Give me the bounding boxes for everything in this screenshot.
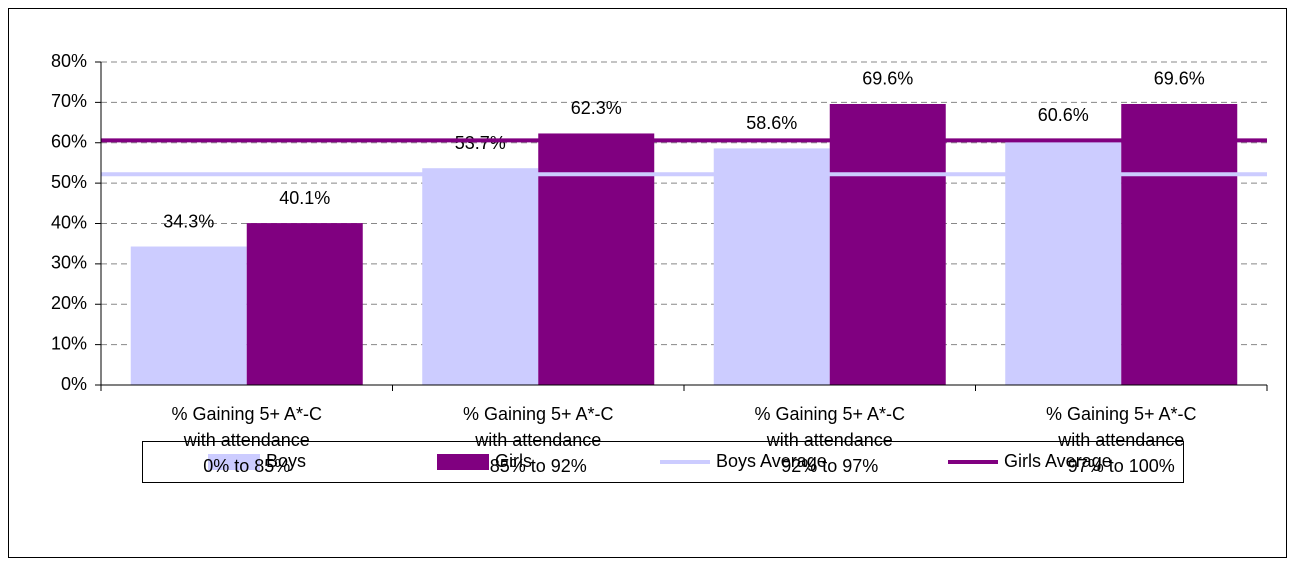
y-tick-label: 20%: [51, 293, 87, 313]
y-tick-label: 70%: [51, 91, 87, 111]
x-tick-label: % Gaining 5+ A*-C with attendance 92% to…: [754, 404, 906, 476]
bar: [538, 133, 655, 385]
bar: [713, 148, 830, 385]
bar: [246, 223, 363, 385]
chart-border: [8, 8, 1287, 558]
legend-swatch: [437, 454, 489, 470]
legend-label: Boys: [266, 451, 306, 471]
data-label: 69.6%: [1154, 69, 1205, 89]
x-tick-label: % Gaining 5+ A*-C with attendance 85% to…: [462, 404, 614, 476]
data-label: 60.6%: [1038, 105, 1089, 125]
y-tick-label: 0%: [61, 374, 87, 394]
data-label: 40.1%: [279, 188, 330, 208]
legend-label: Girls Average: [1004, 451, 1112, 471]
legend-label: Girls: [495, 451, 532, 471]
data-label: 58.6%: [746, 113, 797, 133]
data-label: 53.7%: [455, 133, 506, 153]
data-label: 34.3%: [163, 211, 214, 231]
bar: [1005, 140, 1122, 385]
x-tick-label: % Gaining 5+ A*-C with attendance 0% to …: [171, 404, 323, 476]
legend-swatch: [208, 454, 260, 470]
x-tick-label: % Gaining 5+ A*-C with attendance 97% to…: [1045, 404, 1197, 476]
y-tick-label: 40%: [51, 212, 87, 232]
bar: [422, 168, 539, 385]
bar: [1121, 103, 1238, 386]
bar: [130, 246, 247, 385]
y-tick-label: 10%: [51, 333, 87, 353]
y-tick-label: 80%: [51, 51, 87, 71]
legend-label: Boys Average: [716, 451, 827, 471]
data-label: 62.3%: [571, 98, 622, 118]
bar: [829, 103, 946, 386]
y-tick-label: 30%: [51, 253, 87, 273]
data-label: 69.6%: [862, 69, 913, 89]
y-tick-label: 50%: [51, 172, 87, 192]
y-tick-label: 60%: [51, 132, 87, 152]
